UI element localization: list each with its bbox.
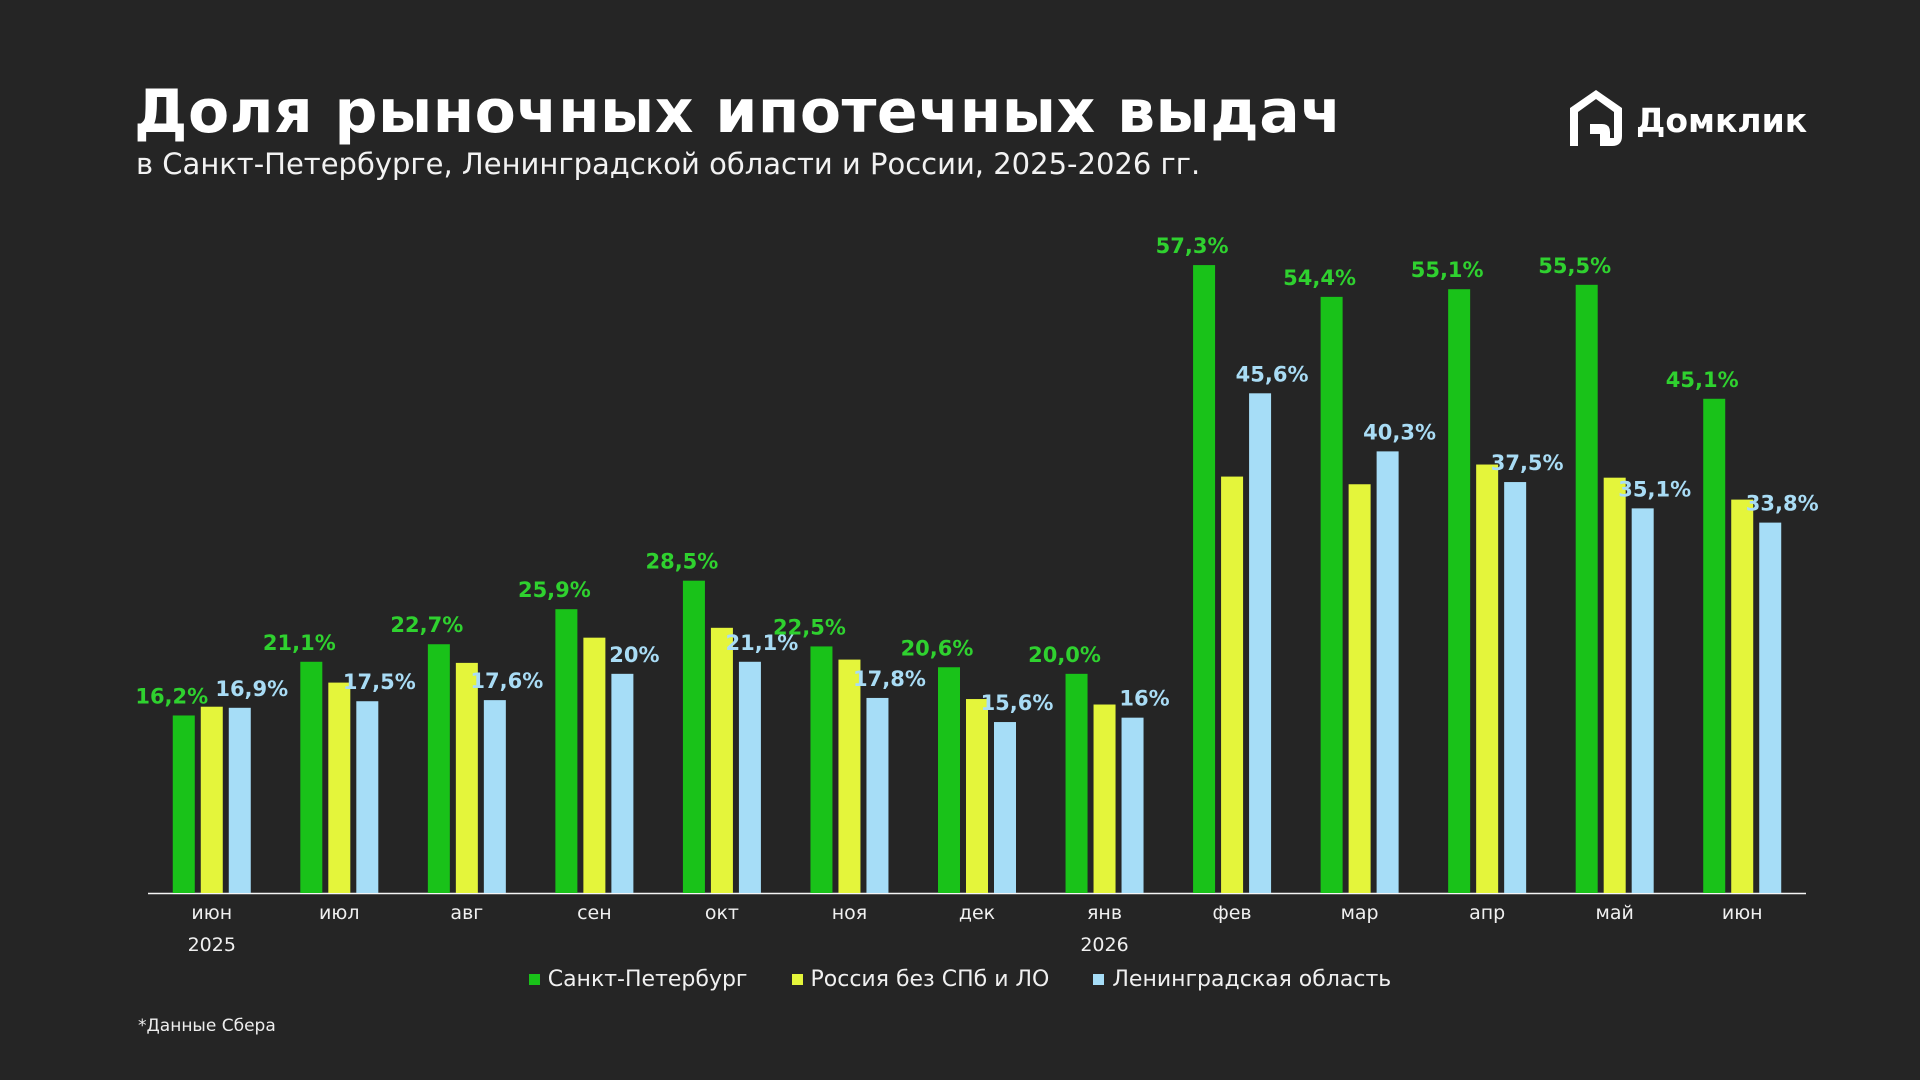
bar-2-0 (228, 707, 251, 893)
bar-1-2 (455, 662, 478, 893)
x-year-label-1: 2026 (1080, 934, 1128, 956)
data-label-0-10: 55,1% (1411, 258, 1484, 282)
logo: Домклик (1568, 88, 1807, 152)
data-label-0-7: 20,0% (1028, 643, 1101, 667)
house-logo-icon (1568, 88, 1624, 152)
bar-2-10 (1504, 482, 1527, 893)
legend-swatch-lo (1093, 974, 1105, 985)
legend-label-lo: Ленинградская область (1112, 967, 1392, 992)
data-label-2-11: 35,1% (1618, 477, 1691, 501)
bar-0-0 (172, 715, 195, 893)
x-tick-label-4: окт (705, 902, 739, 924)
x-tick-label-3: сен (577, 902, 612, 924)
logo-text: Домклик (1636, 100, 1808, 140)
bar-2-12 (1759, 522, 1782, 893)
data-label-0-4: 28,5% (645, 550, 718, 574)
bar-0-12 (1703, 398, 1726, 893)
legend-swatch-spb (528, 974, 540, 985)
x-tick-label-5: ноя (832, 902, 867, 924)
bar-1-10 (1476, 464, 1499, 893)
data-label-2-5: 17,8% (853, 667, 926, 691)
bar-0-1 (300, 661, 323, 893)
x-tick-label-11: май (1596, 902, 1634, 924)
bar-0-8 (1193, 265, 1216, 893)
x-year-label-0: 2025 (188, 934, 236, 956)
data-label-0-5: 22,5% (773, 615, 846, 639)
bar-1-1 (328, 682, 351, 893)
data-label-2-12: 33,8% (1746, 492, 1819, 516)
bar-1-6 (966, 699, 988, 893)
data-label-2-3: 20% (609, 643, 659, 667)
bar-0-4 (682, 580, 705, 893)
bar-2-6 (994, 722, 1016, 893)
data-label-0-2: 22,7% (390, 613, 463, 637)
bar-1-4 (710, 627, 733, 893)
page-subtitle: в Санкт-Петербурге, Ленинградской област… (136, 147, 1201, 181)
data-label-2-6: 15,6% (981, 691, 1054, 715)
x-tick-label-6: дек (959, 902, 995, 924)
x-tick-label-0: июн (191, 902, 232, 924)
x-tick-label-7: янв (1087, 902, 1122, 924)
bar-1-3 (583, 637, 606, 893)
data-label-0-1: 21,1% (263, 631, 336, 655)
bar-2-2 (483, 700, 506, 893)
data-label-2-10: 37,5% (1491, 451, 1564, 475)
bar-0-7 (1065, 673, 1088, 893)
bar-0-11 (1575, 284, 1598, 893)
bar-1-12 (1731, 499, 1754, 893)
bar-2-11 (1631, 508, 1654, 893)
x-tick-label-9: мар (1341, 902, 1379, 924)
data-label-2-1: 17,5% (343, 670, 416, 694)
data-label-2-2: 17,6% (470, 669, 543, 693)
x-tick-label-1: июл (319, 902, 360, 924)
legend-item-lo: Ленинградская область (1093, 967, 1391, 992)
bar-1-11 (1603, 477, 1626, 893)
x-tick-label-10: апр (1469, 902, 1505, 924)
x-tick-label-8: фев (1213, 902, 1252, 924)
data-label-0-9: 54,4% (1283, 266, 1356, 290)
bar-2-5 (866, 697, 889, 893)
bar-0-2 (427, 644, 450, 893)
data-label-0-8: 57,3% (1156, 234, 1229, 258)
data-label-2-0: 16,9% (215, 677, 288, 701)
data-label-2-8: 45,6% (1236, 362, 1309, 386)
bar-2-9 (1376, 451, 1399, 893)
data-label-0-3: 25,9% (518, 578, 591, 602)
data-label-0-12: 45,1% (1666, 368, 1739, 392)
bar-0-10 (1448, 289, 1471, 894)
footnote: *Данные Сбера (138, 1016, 276, 1036)
x-tick-label-12: июн (1722, 902, 1763, 924)
data-label-2-9: 40,3% (1363, 420, 1436, 444)
data-label-0-11: 55,5% (1538, 254, 1611, 278)
bar-2-4 (738, 661, 761, 893)
bar-0-5 (810, 646, 833, 893)
legend-label-spb: Санкт-Петербург (547, 967, 748, 992)
data-label-2-4: 21,1% (725, 631, 798, 655)
bar-2-7 (1121, 717, 1144, 893)
bar-1-8 (1221, 476, 1244, 893)
bar-0-6 (938, 667, 960, 893)
page-title: Доля рыночных ипотечных выдач (134, 77, 1342, 147)
legend-item-spb: Санкт-Петербург (528, 967, 748, 992)
bar-2-1 (356, 701, 379, 893)
bar-1-0 (200, 706, 223, 893)
bar-0-3 (555, 609, 578, 893)
data-label-0-6: 20,6% (901, 636, 974, 660)
legend-label-russia: Россия без СПб и ЛО (810, 967, 1050, 992)
legend-swatch-russia (791, 974, 803, 985)
bar-1-7 (1093, 704, 1116, 893)
bar-0-9 (1320, 296, 1343, 893)
bar-2-8 (1249, 393, 1272, 893)
bar-1-5 (838, 659, 861, 893)
x-tick-label-2: авг (450, 902, 483, 924)
data-label-2-7: 16% (1119, 687, 1169, 711)
legend-item-russia: Россия без СПб и ЛО (791, 967, 1050, 992)
data-label-0-0: 16,2% (135, 684, 208, 708)
bar-1-9 (1348, 484, 1371, 893)
bar-2-3 (611, 673, 634, 893)
chart-legend: Санкт-Петербург Россия без СПб и ЛО Лени… (0, 967, 1920, 992)
